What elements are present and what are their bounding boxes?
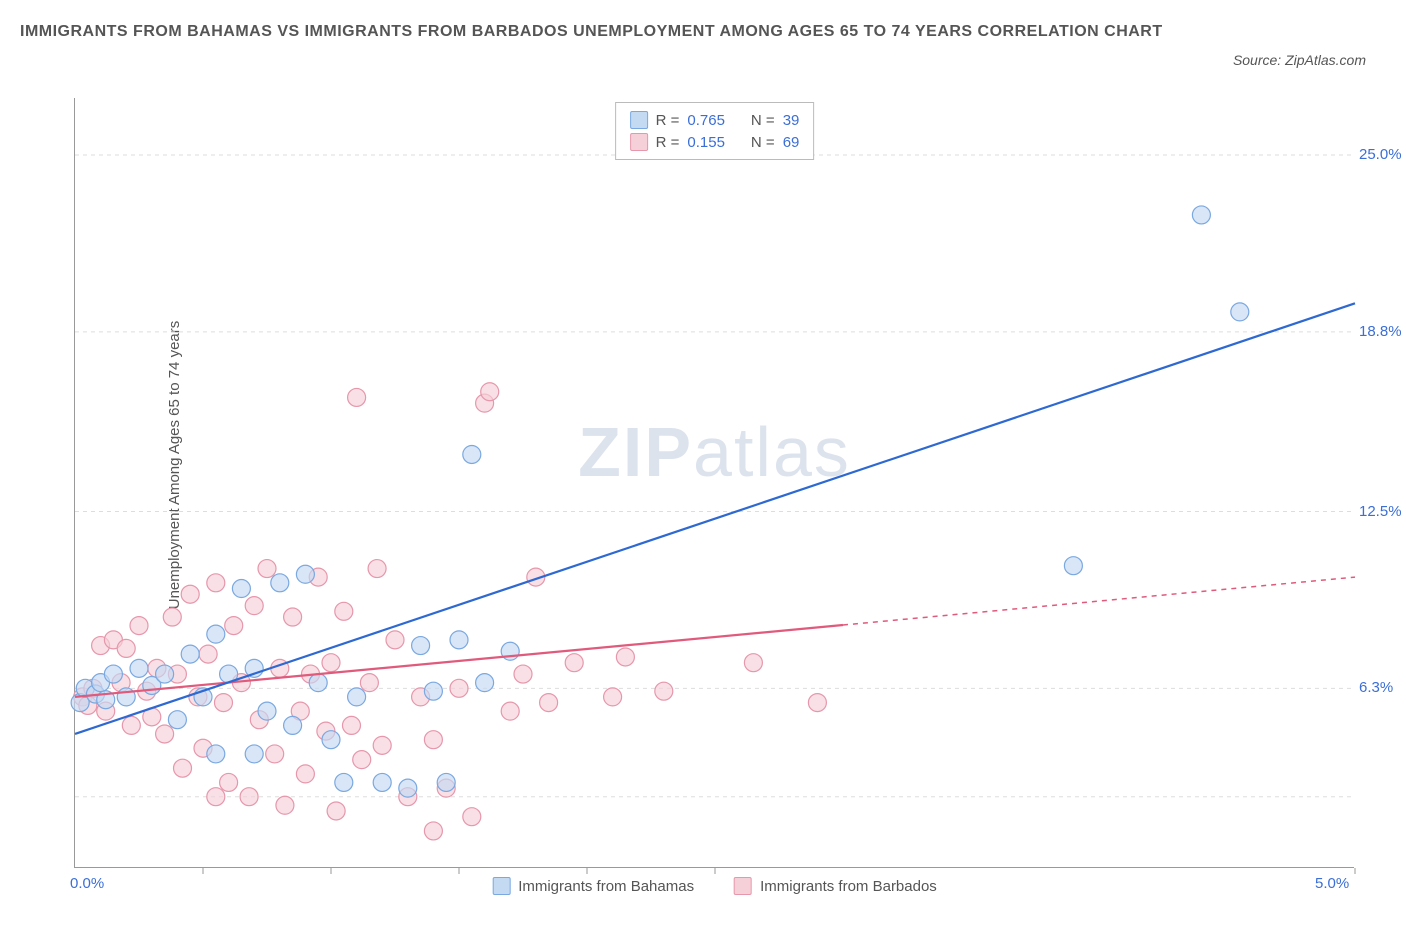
series-legend: Immigrants from Bahamas Immigrants from … bbox=[492, 877, 937, 895]
correlation-legend: R = 0.765 N = 39 R = 0.155 N = 69 bbox=[615, 102, 815, 160]
correlation-chart: IMMIGRANTS FROM BAHAMAS VS IMMIGRANTS FR… bbox=[20, 20, 1386, 910]
y-tick-label: 25.0% bbox=[1359, 146, 1402, 163]
chart-title: IMMIGRANTS FROM BAHAMAS VS IMMIGRANTS FR… bbox=[20, 20, 1170, 44]
x-tick-label: 0.0% bbox=[70, 875, 104, 892]
y-tick-label: 18.8% bbox=[1359, 323, 1402, 340]
swatch-bahamas bbox=[630, 111, 648, 129]
legend-item-bahamas: Immigrants from Bahamas bbox=[492, 877, 694, 895]
x-tick-label: 5.0% bbox=[1315, 875, 1349, 892]
swatch-barbados bbox=[630, 133, 648, 151]
plot-area: ZIPatlas R = 0.765 N = 39 R = 0.155 N = … bbox=[74, 98, 1354, 868]
y-tick-label: 6.3% bbox=[1359, 679, 1393, 696]
plot-svg bbox=[75, 98, 1354, 867]
legend-item-barbados: Immigrants from Barbados bbox=[734, 877, 937, 895]
y-tick-label: 12.5% bbox=[1359, 503, 1402, 520]
legend-row-bahamas: R = 0.765 N = 39 bbox=[630, 109, 800, 131]
swatch-barbados bbox=[734, 877, 752, 895]
source-attribution: Source: ZipAtlas.com bbox=[1233, 52, 1366, 68]
swatch-bahamas bbox=[492, 877, 510, 895]
legend-row-barbados: R = 0.155 N = 69 bbox=[630, 131, 800, 153]
